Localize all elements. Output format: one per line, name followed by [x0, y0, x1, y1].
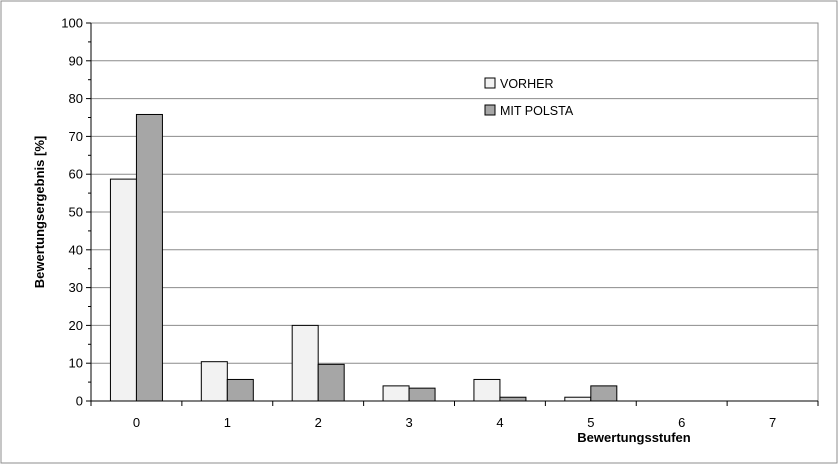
axes	[86, 22, 819, 406]
x-tick-label: 5	[587, 415, 594, 430]
x-tick-label: 6	[678, 415, 685, 430]
bar-mit-polsta	[226, 378, 254, 402]
bar-mit-polsta	[317, 363, 345, 402]
bar-mit-polsta	[408, 387, 436, 402]
bar-mit-polsta	[590, 385, 618, 402]
bar-mit-polsta	[135, 113, 163, 402]
x-tick-label: 2	[315, 415, 322, 430]
y-tick-label: 0	[76, 394, 83, 409]
y-tick-label: 70	[69, 129, 83, 144]
x-axis-title: Bewertungsstufen	[577, 430, 690, 445]
y-tick-label: 40	[69, 242, 83, 257]
y-tick-label: 90	[69, 53, 83, 68]
legend-swatch	[484, 77, 496, 89]
bar-vorher	[564, 396, 592, 402]
y-tick-label: 30	[69, 280, 83, 295]
y-tick-label: 100	[61, 16, 83, 31]
bar-vorher	[473, 378, 501, 402]
y-tick-label: 60	[69, 167, 83, 182]
tick-labels: 0 10 20 30 40 50 60 70 80 90 100 0 1 2 3 4 5 6 7	[61, 16, 776, 431]
x-tick-label: 0	[133, 415, 140, 430]
x-tick-label: 4	[496, 415, 503, 430]
legend-label: MIT POLSTA	[500, 104, 574, 118]
bar-vorher	[109, 178, 137, 402]
y-tick-label: 80	[69, 91, 83, 106]
legend-swatch	[484, 104, 496, 116]
legend-label: VORHER	[500, 77, 553, 91]
bars	[109, 113, 618, 402]
legend: VORHER MIT POLSTA	[484, 77, 574, 118]
bar-mit-polsta	[499, 396, 527, 402]
bar-vorher	[200, 361, 228, 402]
bar-vorher	[382, 385, 410, 402]
bar-vorher	[291, 324, 319, 402]
y-tick-label: 50	[69, 205, 83, 220]
y-axis-title: Bewertungsergebnis [%]	[32, 136, 47, 288]
x-tick-label: 1	[224, 415, 231, 430]
x-tick-label: 3	[405, 415, 412, 430]
y-tick-label: 20	[69, 318, 83, 333]
x-tick-label: 7	[769, 415, 776, 430]
y-tick-label: 10	[69, 356, 83, 371]
